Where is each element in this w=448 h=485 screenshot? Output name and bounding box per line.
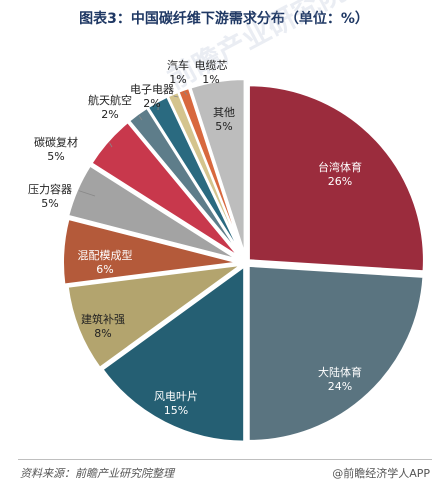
slice-value-label-6: 5% <box>41 197 58 210</box>
pie-slice-1 <box>247 84 425 273</box>
footer-divider <box>18 459 432 460</box>
slice-name-label-3: 风电叶片 <box>154 390 198 403</box>
slice-name-label-5: 混配模成型 <box>78 248 133 262</box>
pie-slice-12 <box>189 78 246 255</box>
slice-value-label-10: 1% <box>169 73 186 86</box>
slice-value-label-8: 2% <box>101 108 118 121</box>
slice-name-label-9: 电子电器 <box>130 83 174 96</box>
slice-value-label-5: 6% <box>96 263 113 276</box>
pie-slices <box>62 78 425 443</box>
slice-labels: 台湾体育26%大陆体育24%风电叶片15%建筑补强8%混配模成型6%压力容器5%… <box>28 58 362 417</box>
pie-slice-2 <box>247 264 425 442</box>
leader-line-11 <box>184 91 188 96</box>
leader-line-8 <box>138 115 143 121</box>
leader-line-10 <box>173 95 179 98</box>
slice-name-label-12: 其他 <box>213 106 235 119</box>
pie-slice-3 <box>101 264 246 443</box>
slice-name-label-2: 大陆体育 <box>318 365 362 379</box>
slice-name-label-8: 航天航空 <box>88 93 132 107</box>
slice-value-label-11: 1% <box>202 73 219 86</box>
slice-name-label-1: 台湾体育 <box>318 160 362 174</box>
pie-slice-7 <box>90 120 241 258</box>
pie-slice-8 <box>127 106 242 257</box>
pie-slice-11 <box>177 86 244 255</box>
pie-slice-5 <box>62 217 239 286</box>
leader-line-6 <box>78 190 96 197</box>
brand-credit: @前瞻经济学人APP <box>332 467 430 480</box>
slice-value-label-7: 5% <box>47 150 64 163</box>
slice-value-label-2: 24% <box>328 380 352 393</box>
leader-lines <box>78 91 188 197</box>
pie-slice-4 <box>66 263 242 370</box>
slice-value-label-12: 5% <box>215 120 232 133</box>
source-note: 资料来源：前瞻产业研究院整理 <box>20 467 174 480</box>
leader-line-7 <box>109 142 113 148</box>
slice-name-label-11: 电缆芯 <box>195 58 228 72</box>
slice-value-label-3: 15% <box>164 404 188 417</box>
slice-name-label-10: 汽车 <box>167 58 189 72</box>
slice-name-label-7: 碳碳复材 <box>34 135 78 149</box>
chart-title: 图表3：中国碳纤维下游需求分布（单位：%） <box>79 11 369 27</box>
slice-value-label-9: 2% <box>143 97 160 110</box>
slice-name-label-4: 建筑补强 <box>81 312 125 326</box>
pie-slice-6 <box>67 164 239 261</box>
slice-name-label-6: 压力容器 <box>28 182 72 196</box>
slice-value-label-4: 8% <box>94 327 111 340</box>
slice-value-label-1: 26% <box>328 175 352 188</box>
